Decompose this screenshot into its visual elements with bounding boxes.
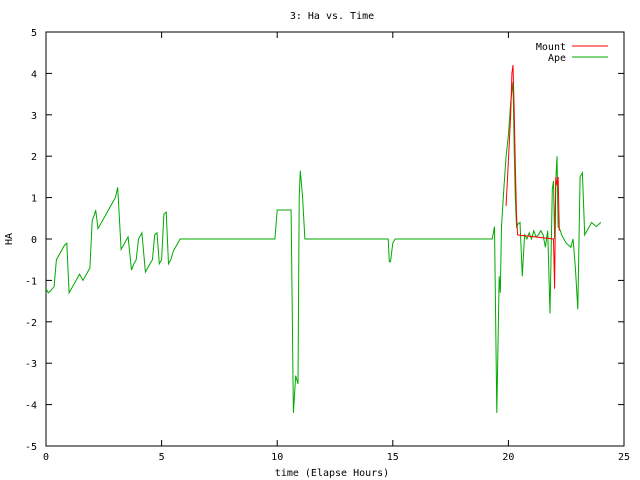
x-tick-label: 0 [43,452,49,463]
series-line-mount [505,65,560,289]
legend-label-mount: Mount [536,42,566,53]
x-tick-label: 5 [159,452,165,463]
y-tick-label: -1 [25,276,37,287]
y-tick-label: -5 [25,442,37,453]
x-tick-label: 10 [271,452,283,463]
y-tick-label: 0 [31,235,37,246]
series-lines [45,65,602,413]
y-tick-label: 3 [31,111,37,122]
y-tick-label: -2 [25,318,37,329]
y-tick-label: 2 [31,152,37,163]
y-tick-label: 1 [31,194,37,205]
chart-title: 3: Ha vs. Time [290,11,374,22]
axis-ticks: 0 5 10 15 20 25 -5 -4 -3 -2 -1 0 1 2 3 4 5 [25,28,630,463]
legend-label-ape: Ape [548,53,566,64]
y-tick-label: 4 [31,69,37,80]
y-tick-label: -4 [25,401,37,412]
y-tick-label: -3 [25,359,37,370]
x-axis-label: time (Elapse Hours) [275,468,389,479]
x-tick-label: 20 [502,452,514,463]
series-line-ape [45,81,602,413]
y-tick-label: 5 [31,28,37,39]
y-axis-label: HA [4,233,15,245]
x-tick-label: 15 [387,452,399,463]
x-tick-label: 25 [618,452,630,463]
